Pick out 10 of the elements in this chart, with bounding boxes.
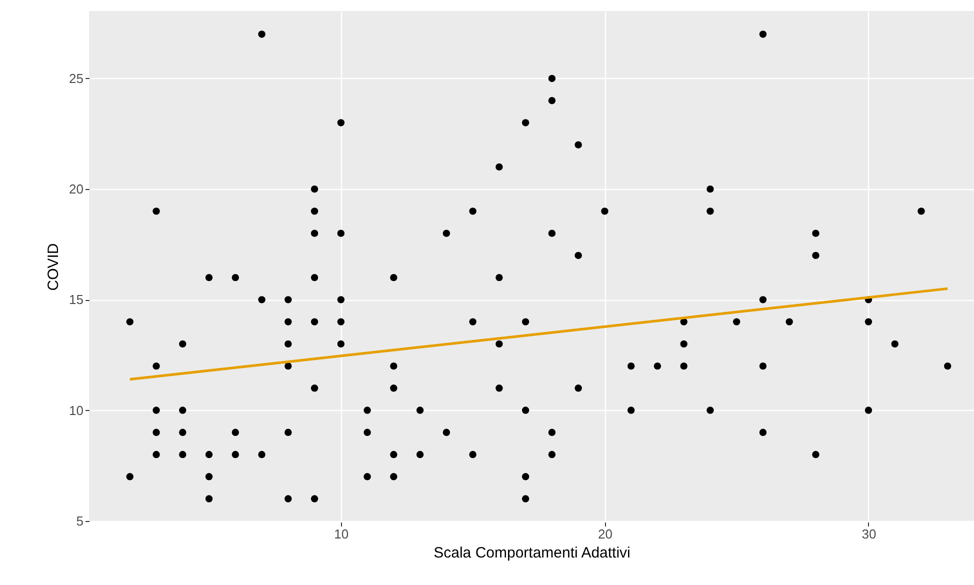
y-tick-label: 15 [69, 292, 84, 308]
x-axis-title: Scala Comportamenti Adattivi [434, 544, 630, 562]
y-tick-label: 10 [69, 402, 84, 418]
y-tick-label: 20 [69, 182, 84, 197]
x-tick-label: 10 [334, 526, 349, 542]
x-tick-label: 20 [598, 526, 612, 542]
y-tick-label: 5 [76, 513, 84, 528]
x-tick-label: 30 [862, 526, 876, 542]
y-axis-title: COVID [45, 243, 62, 291]
y-tick-label: 25 [69, 70, 84, 86]
